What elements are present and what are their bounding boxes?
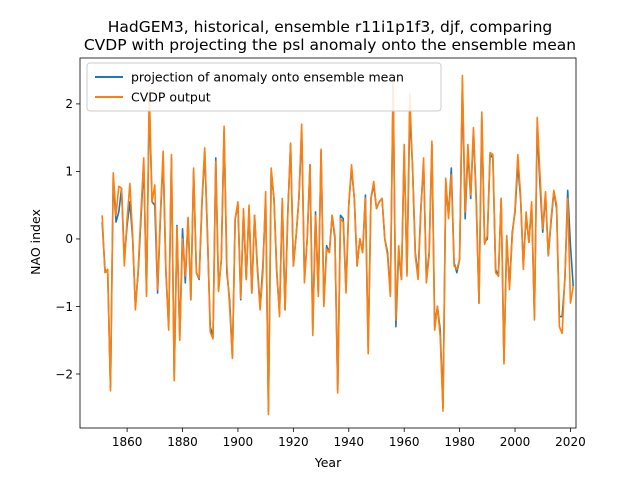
x-tick-label-1880: 1880 (167, 435, 198, 449)
legend-label-projection: projection of anomaly onto ensemble mean (131, 70, 404, 85)
series-line-cvdp (101, 74, 575, 416)
legend-box (86, 62, 442, 112)
x-axis-label: Year (314, 455, 342, 470)
x-tick-label-1940: 1940 (334, 435, 365, 449)
x-tick-label-1860: 1860 (112, 435, 143, 449)
y-tick-label-2: 0 (65, 232, 73, 246)
y-tick-label-3: 1 (65, 165, 73, 179)
x-tick-label-1960: 1960 (389, 435, 420, 449)
y-axis: −2 −1 0 1 2 (55, 97, 80, 381)
x-tick-label-1920: 1920 (278, 435, 309, 449)
y-tick-label-0: −2 (55, 367, 73, 381)
y-tick-label-4: 2 (65, 97, 73, 111)
chart-title-line-1: HadGEM3, historical, ensemble r11i1p1f3,… (108, 18, 553, 36)
x-tick-label-1900: 1900 (223, 435, 254, 449)
x-tick-label-2020: 2020 (555, 435, 586, 449)
y-tick-label-1: −1 (55, 300, 73, 314)
plot-frame (79, 57, 577, 429)
y-axis-label: NAO index (28, 209, 43, 275)
x-axis: 1860 1880 1900 1920 1940 1960 1980 2000 2020 (112, 428, 586, 449)
x-tick-label-2000: 2000 (500, 435, 531, 449)
legend-label-cvdp: CVDP output (131, 90, 211, 105)
legend: projection of anomaly onto ensemble mean… (86, 62, 442, 112)
chart-title-line-2: CVDP with projecting the psl anomaly ont… (84, 36, 576, 54)
series-layer (101, 74, 575, 416)
x-tick-label-1980: 1980 (444, 435, 475, 449)
